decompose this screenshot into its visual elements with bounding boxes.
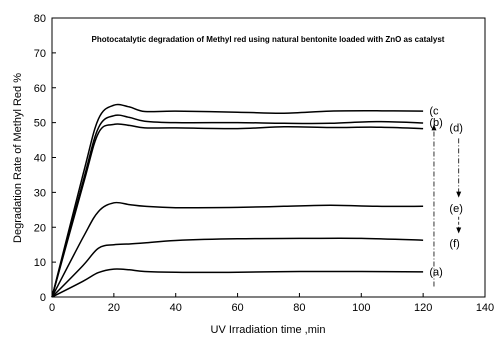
series-label: (e): [449, 203, 462, 215]
series-line-4: [51, 237, 424, 298]
arrow-head-up: [431, 124, 437, 131]
series-label: (f): [449, 238, 459, 250]
y-tick-label: 50: [34, 118, 46, 130]
series-line-2: [51, 123, 424, 298]
y-tick-label: 60: [34, 83, 46, 95]
series-label: (b): [429, 117, 442, 129]
series-line-1: [51, 114, 424, 298]
y-tick-label: 10: [34, 257, 46, 269]
y-tick-label: 40: [34, 153, 46, 165]
series-lines: [51, 103, 424, 298]
plot-frame: [51, 17, 486, 298]
series-label: (a): [429, 267, 442, 279]
x-tick-label: 140: [476, 302, 494, 314]
series-label: (d): [449, 123, 462, 135]
arrow-head-down-2: [456, 227, 462, 234]
chart-title: Photocatalytic degradation of Methyl red…: [92, 35, 445, 44]
x-tick-label: 40: [170, 302, 182, 314]
axis-ticks: 0 20 40 60 80 100 120 140 0 10 20 30 40 50 60 70 80: [34, 13, 494, 314]
arrow-head-down-1: [456, 191, 462, 198]
plot-border: [51, 17, 486, 298]
y-tick-label: 80: [34, 13, 46, 25]
y-tick-label: 0: [40, 292, 46, 304]
y-axis-label: Degradation Rate of Methyl Red %: [12, 73, 24, 243]
y-tick-label: 70: [34, 48, 46, 60]
x-tick-label: 80: [293, 302, 305, 314]
series-line-3: [51, 201, 424, 298]
x-tick-label: 120: [414, 302, 432, 314]
series-line-5: [51, 268, 424, 298]
y-tick-label: 30: [34, 187, 46, 199]
series-label: (c: [429, 105, 439, 117]
annotations: (c(b) (d) (e) (f) (a): [429, 105, 463, 287]
x-tick-label: 0: [49, 302, 55, 314]
x-axis-label: UV Irradiation time ,min: [211, 324, 326, 336]
x-tick-label: 100: [352, 302, 370, 314]
x-tick-label: 20: [108, 302, 120, 314]
y-tick-label: 20: [34, 222, 46, 234]
x-tick-label: 60: [231, 302, 243, 314]
series-line-0: [51, 103, 424, 298]
